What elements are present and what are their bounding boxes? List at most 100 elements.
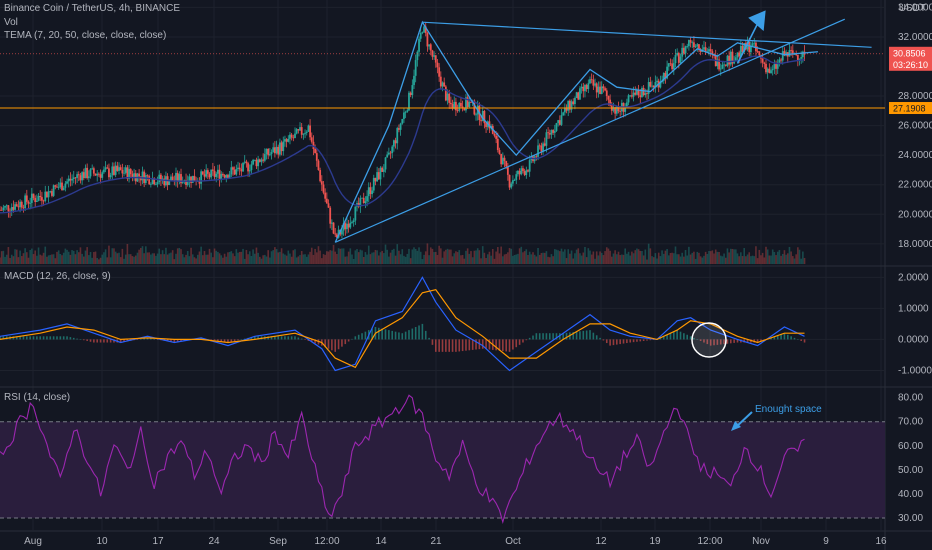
breakout-arrow xyxy=(736,23,759,64)
currency-label: USDT xyxy=(898,3,926,14)
candle-body xyxy=(285,139,288,142)
candle-body xyxy=(765,63,767,73)
candle-body xyxy=(146,175,149,177)
candle-body xyxy=(594,83,596,86)
volume-bar xyxy=(356,248,358,264)
volume-bar xyxy=(460,255,462,264)
macd-histogram-bar xyxy=(488,339,491,350)
candle-body xyxy=(116,165,119,171)
volume-bar xyxy=(756,258,759,264)
macd-histogram-bar xyxy=(103,339,105,343)
time-tick-label: 12:00 xyxy=(697,536,722,547)
candle-body xyxy=(766,68,769,73)
candle-body xyxy=(284,139,286,142)
volume-bar xyxy=(240,251,243,264)
volume-bar xyxy=(485,257,487,264)
candle-body xyxy=(86,167,89,179)
volume-bar xyxy=(29,249,31,264)
candle-body xyxy=(758,51,761,56)
candle-body xyxy=(391,146,394,154)
candle-body xyxy=(5,205,8,207)
candle-body xyxy=(520,168,523,175)
macd-histogram-bar xyxy=(652,339,655,340)
candle-body xyxy=(612,107,615,111)
candle-body xyxy=(99,174,102,178)
macd-histogram-bar xyxy=(508,339,511,352)
candle-body xyxy=(42,200,45,202)
candle-body xyxy=(27,201,30,204)
volume-bar xyxy=(124,254,127,264)
macd-histogram-bar xyxy=(414,327,417,340)
macd-histogram-bar xyxy=(378,327,380,340)
volume-bar xyxy=(512,255,514,264)
macd-histogram-bar xyxy=(776,335,779,340)
volume-bar xyxy=(776,251,779,264)
candle-body xyxy=(615,106,618,114)
volume-bar xyxy=(126,243,129,264)
candle-body xyxy=(148,176,151,185)
volume-bar xyxy=(557,250,559,264)
candle-body xyxy=(682,47,685,54)
macd-histogram-bar xyxy=(428,337,430,340)
candle-body xyxy=(781,51,784,61)
candle-body xyxy=(580,86,583,89)
candle-body xyxy=(352,220,355,223)
volume-bar xyxy=(661,250,663,264)
candle-body xyxy=(495,135,498,139)
volume-bar xyxy=(372,252,375,264)
candle-body xyxy=(151,178,154,184)
candle-body xyxy=(401,118,404,124)
volume-bar xyxy=(797,247,799,264)
macd-histogram-bar xyxy=(445,339,447,352)
volume-bar xyxy=(285,255,288,264)
volume-bar xyxy=(364,252,367,264)
volume-bar xyxy=(151,253,154,264)
volume-bar xyxy=(540,253,543,264)
candle-body xyxy=(614,107,617,114)
candle-body xyxy=(579,88,581,100)
volume-bar xyxy=(222,257,224,264)
candle-body xyxy=(441,82,444,87)
volume-bar xyxy=(470,251,472,264)
volume-bar xyxy=(475,250,477,264)
candle-body xyxy=(89,169,92,177)
candle-body xyxy=(689,40,692,43)
volume-bar xyxy=(644,249,647,264)
volume-bar xyxy=(617,251,620,264)
candle-body xyxy=(310,137,313,142)
candle-body xyxy=(761,58,764,63)
volume-bar xyxy=(691,252,694,264)
volume-bar xyxy=(334,251,337,264)
macd-histogram-bar xyxy=(461,339,464,352)
macd-histogram-bar xyxy=(307,339,310,341)
candle-body xyxy=(381,167,384,172)
macd-histogram-bar xyxy=(659,337,662,340)
macd-histogram-bar xyxy=(696,339,699,340)
volume-bar xyxy=(497,247,499,264)
candle-body xyxy=(542,143,544,152)
candle-body xyxy=(743,43,746,53)
candle-body xyxy=(305,131,308,133)
macd-histogram-bar xyxy=(327,339,330,349)
macd-histogram-bar xyxy=(512,339,514,350)
candle-body xyxy=(468,102,471,107)
candle-body xyxy=(103,169,105,173)
volume-bar xyxy=(354,250,357,264)
volume-bar xyxy=(667,255,670,264)
candle-body xyxy=(404,111,407,113)
volume-bar xyxy=(753,256,756,264)
volume-bar xyxy=(83,256,85,264)
candle-body xyxy=(475,114,477,116)
volume-bar xyxy=(689,254,692,264)
candle-body xyxy=(0,209,3,211)
candle-body xyxy=(434,55,437,63)
candle-body xyxy=(634,92,637,95)
candle-body xyxy=(664,72,667,79)
candle-body xyxy=(279,142,281,155)
volume-bar xyxy=(607,248,610,264)
macd-histogram-bar xyxy=(180,339,182,342)
volume-bar xyxy=(605,247,608,264)
macd-histogram-bar xyxy=(535,333,538,340)
candle-body xyxy=(193,175,196,181)
